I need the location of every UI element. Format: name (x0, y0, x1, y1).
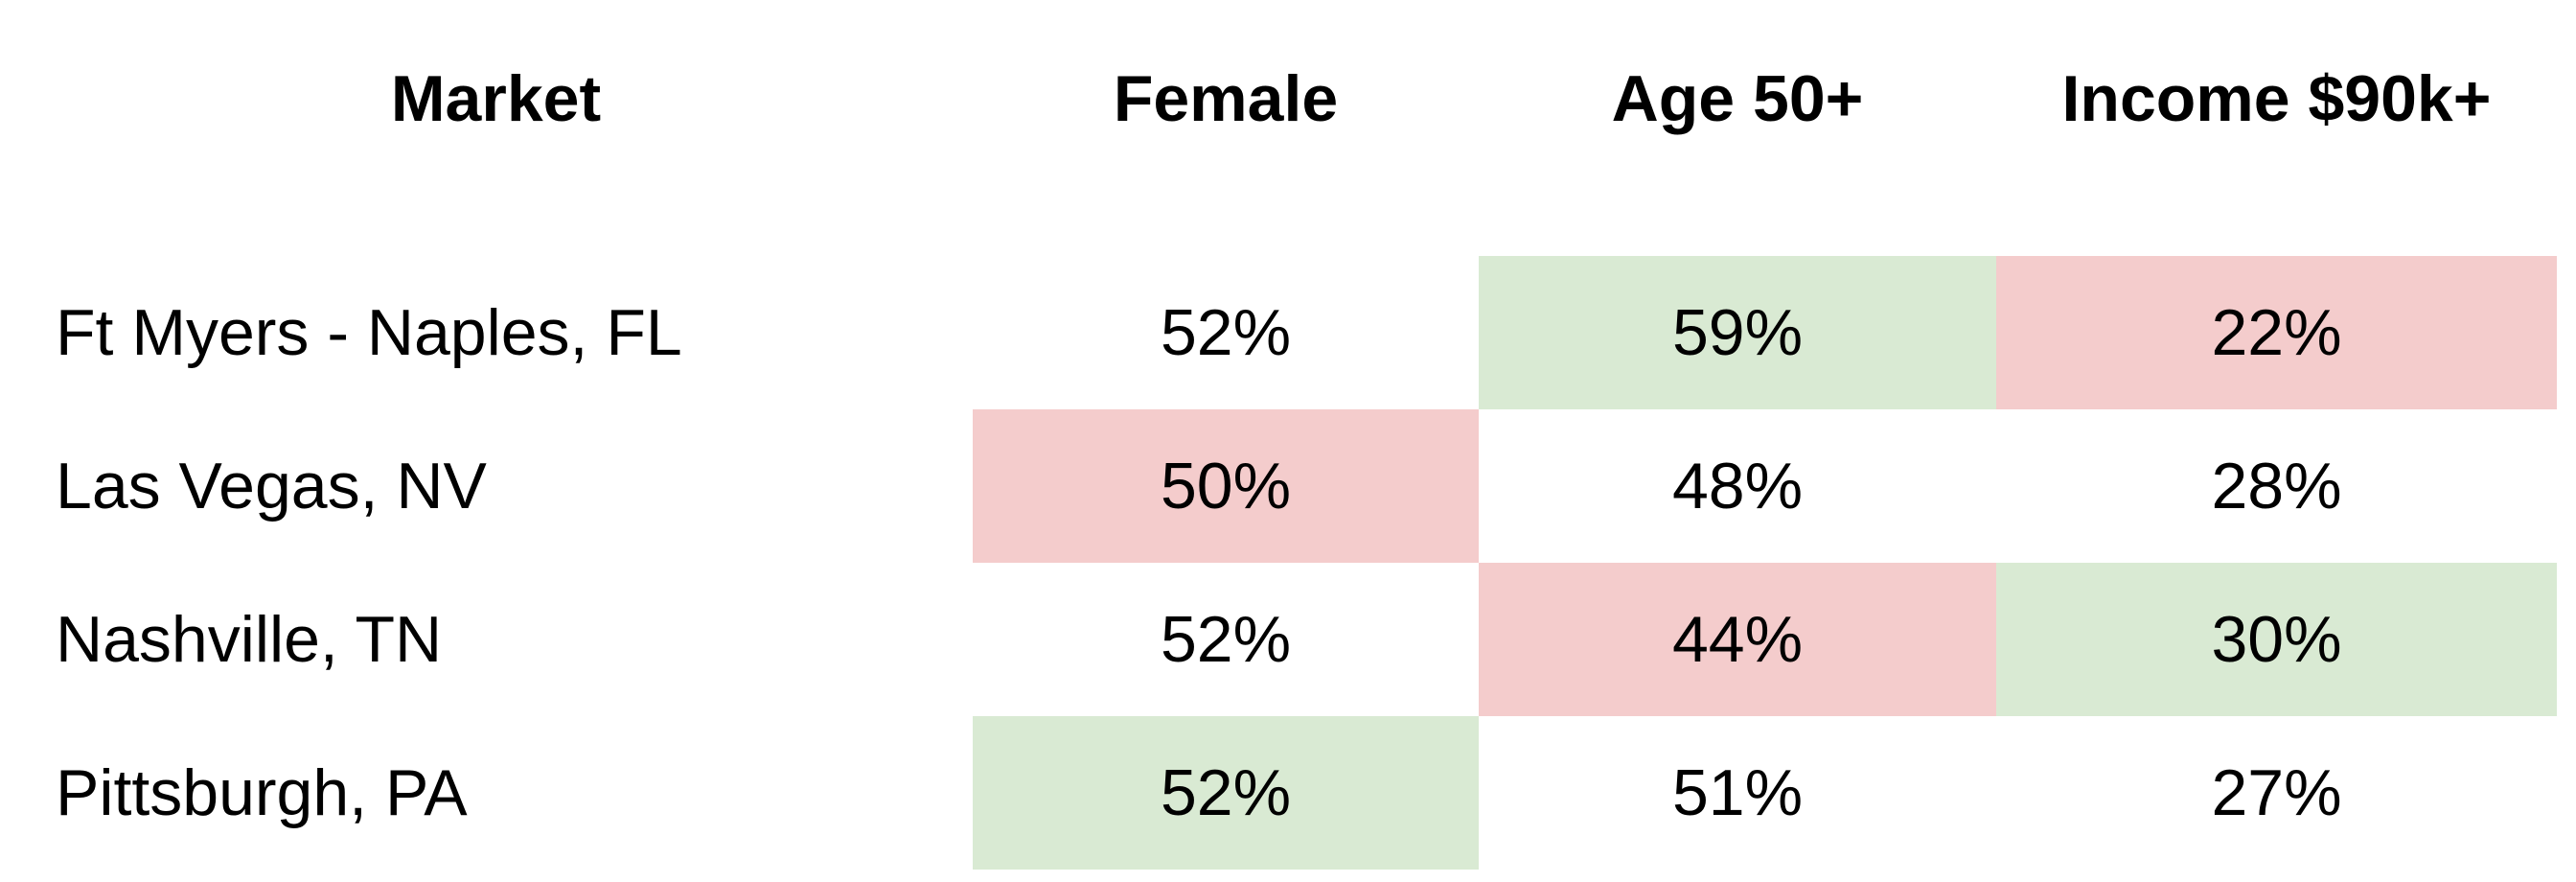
header-female: Female (1113, 61, 1339, 135)
female-cell: 50% (973, 409, 1479, 563)
market-cell: Pittsburgh, PA (56, 756, 468, 829)
age-50-plus-cell: 51% (1479, 716, 1996, 870)
income-90k-plus-cell: 22% (1996, 256, 2557, 409)
age-50-plus-cell: 48% (1479, 409, 1996, 563)
market-cell: Las Vegas, NV (56, 450, 487, 522)
header-income-90k-plus: Income $90k+ (2061, 61, 2492, 135)
age-50-plus-cell: 44% (1479, 563, 1996, 716)
header-age-50-plus: Age 50+ (1611, 61, 1864, 135)
header-market: Market (390, 61, 602, 135)
female-cell: 52% (973, 256, 1479, 409)
market-cell: Ft Myers - Naples, FL (56, 296, 682, 369)
age-50-plus-cell: 59% (1479, 256, 1996, 409)
income-90k-plus-cell: 28% (1996, 409, 2557, 563)
market-cell: Nashville, TN (56, 603, 443, 676)
female-cell: 52% (973, 563, 1479, 716)
income-90k-plus-cell: 27% (1996, 716, 2557, 870)
female-cell: 52% (973, 716, 1479, 870)
income-90k-plus-cell: 30% (1996, 563, 2557, 716)
